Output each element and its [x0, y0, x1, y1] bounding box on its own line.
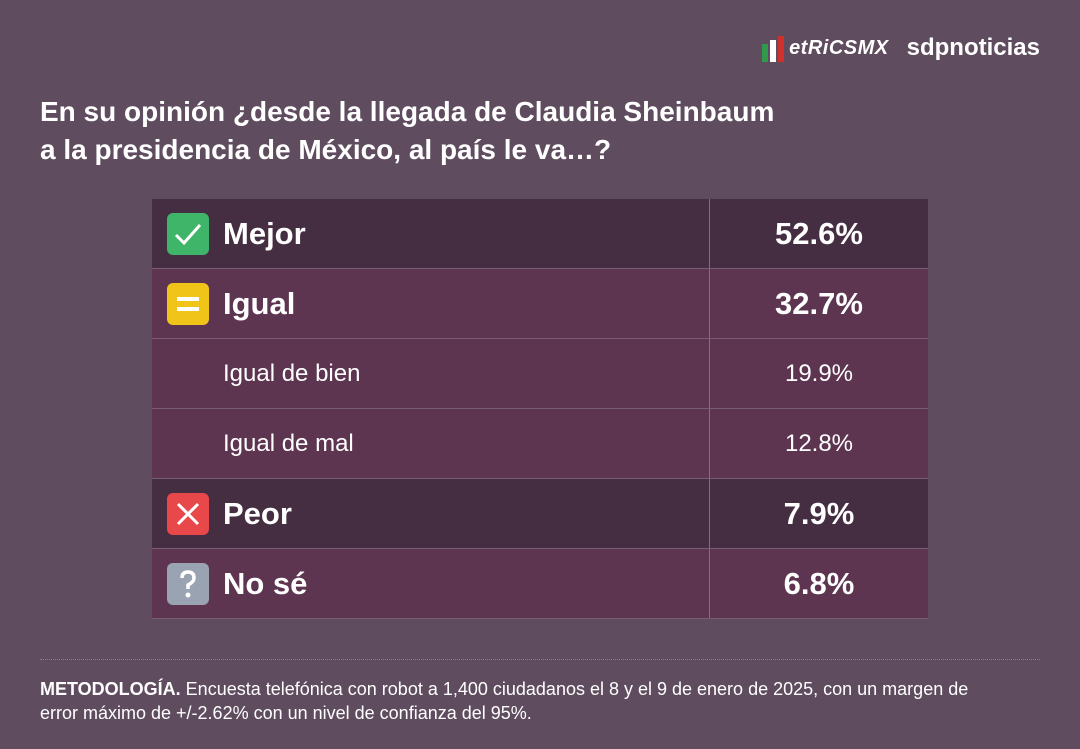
- cell: Igual: [152, 269, 710, 338]
- sdp-logo: sdpnoticias: [906, 34, 1040, 61]
- table: Mejor 52.6% Igual 32.7% Igual de bien 19…: [152, 199, 928, 619]
- footer-label: METODOLOGÍA.: [40, 679, 181, 699]
- cross-icon: [167, 492, 209, 535]
- cell-label: Igual: [223, 285, 296, 321]
- check-icon: [167, 212, 209, 255]
- metrics-logo: etRiCSMX: [761, 34, 889, 62]
- cell: No sé: [152, 549, 710, 618]
- title: En su opinión ¿desde la llegada de Claud…: [40, 93, 774, 169]
- row: Igual 32.7%: [152, 269, 928, 339]
- cell: Peor: [152, 479, 710, 548]
- divider: [40, 659, 1040, 660]
- cell-value: 6.8%: [783, 565, 855, 601]
- cell-label: Peor: [223, 495, 292, 531]
- row: Igual de mal 12.8%: [152, 409, 928, 479]
- question-icon: [167, 562, 209, 605]
- cell: Mejor: [152, 199, 710, 268]
- cell-value: 52.6%: [775, 215, 863, 251]
- cell-value: 32.7%: [775, 285, 863, 321]
- metrics-icon: [762, 36, 785, 62]
- row: Igual de bien 19.9%: [152, 339, 928, 409]
- footer-text: Encuesta telefónica con robot a 1,400 ci…: [40, 679, 969, 723]
- cell-value: 12.8%: [784, 429, 854, 457]
- cell-label: Igual de mal: [152, 409, 710, 478]
- footer: METODOLOGÍA. Encuesta telefónica con rob…: [40, 677, 1000, 725]
- logos: etRiCSMX sdpnoticias: [761, 34, 1040, 62]
- row: Peor 7.9%: [152, 479, 928, 549]
- cell-label: Mejor: [223, 215, 306, 251]
- title-line: En su opinión ¿desde la llegada de Claud…: [40, 96, 775, 127]
- cell-label: Igual de bien: [152, 339, 710, 408]
- cell-value: 19.9%: [784, 359, 854, 387]
- cell-value: 7.9%: [783, 495, 855, 531]
- row: No sé 6.8%: [152, 549, 928, 619]
- title-line: a la presidencia de México, al país le v…: [40, 134, 612, 165]
- equal-icon: [167, 282, 209, 325]
- cell-label: No sé: [223, 565, 308, 601]
- metrics-text: etRiCSMX: [789, 36, 889, 59]
- row: Mejor 52.6%: [152, 199, 928, 269]
